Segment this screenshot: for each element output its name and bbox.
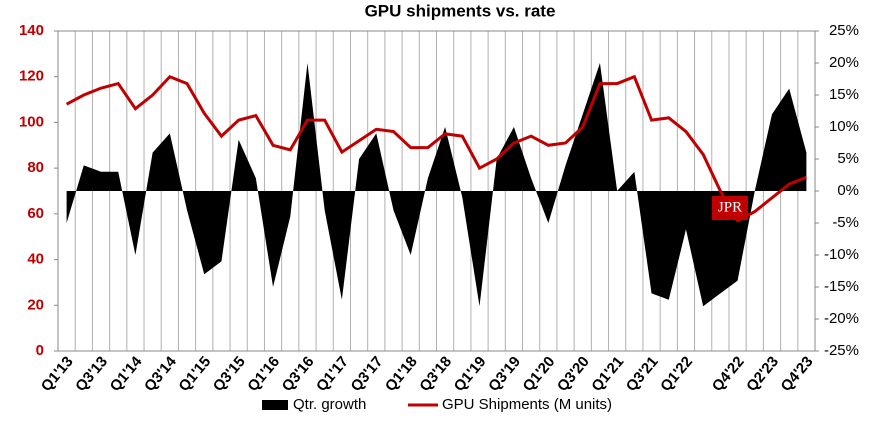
x-tick-label: Q3'21 <box>623 353 662 395</box>
y2-tick-label: 25% <box>829 22 859 39</box>
y2-tick-label: -15% <box>824 278 859 295</box>
x-tick-label: Q1'13 <box>38 353 77 395</box>
y-tick-label: 140 <box>19 22 44 39</box>
x-tick-label: Q3'13 <box>72 353 111 395</box>
x-tick-label: Q1'16 <box>244 353 283 395</box>
y-tick-label: 0 <box>36 342 44 359</box>
logo: JPR <box>718 199 742 215</box>
logo-box <box>712 196 748 220</box>
x-tick-label: Q3'19 <box>485 353 524 395</box>
x-tick-label: Q4'23 <box>778 353 817 395</box>
x-tick-label: Q3'15 <box>210 353 249 395</box>
y-tick-label: 20 <box>27 296 44 313</box>
shipments-line <box>65 74 807 223</box>
y2-tick-label: 20% <box>829 54 859 71</box>
chart-title: GPU shipments vs. rate <box>365 1 556 20</box>
y2-tick-label: -25% <box>824 342 859 359</box>
x-tick-label: Q1'19 <box>451 353 490 395</box>
legend-label: GPU Shipments (M units) <box>442 396 612 413</box>
y2-tick-label: 0% <box>837 182 859 199</box>
y2-tick-label: -20% <box>824 310 859 327</box>
x-tick-label: Q1'22 <box>657 353 696 395</box>
y-tick-label: 60 <box>27 205 44 222</box>
x-tick-label: Q3'18 <box>416 353 455 395</box>
x-tick-label: Q1'17 <box>313 353 352 395</box>
y2-tick-label: 10% <box>829 118 859 135</box>
x-tick-label: Q1'18 <box>382 353 421 395</box>
y2-tick-label: -10% <box>824 246 859 263</box>
x-tick-label: Q3'14 <box>141 353 180 395</box>
x-tick-label: Q1'14 <box>107 353 146 395</box>
x-tick-label: Q2'23 <box>743 353 782 395</box>
x-tick-label: Q3'16 <box>279 353 318 395</box>
x-tick-label: Q1'21 <box>588 353 627 395</box>
x-tick-label: Q1'20 <box>520 353 559 395</box>
y2-tick-label: 15% <box>829 86 859 103</box>
x-tick-label: Q1'15 <box>175 353 214 395</box>
y-tick-label: 40 <box>27 251 44 268</box>
legend-label: Qtr. growth <box>293 396 366 413</box>
x-tick-label: Q3'20 <box>554 353 593 395</box>
y2-tick-label: -5% <box>832 214 859 231</box>
growth-area <box>66 63 807 307</box>
y-tick-label: 120 <box>19 68 44 85</box>
legend-swatch <box>262 400 288 410</box>
x-tick-label: Q4'22 <box>709 353 748 395</box>
y2-tick-label: 5% <box>837 150 859 167</box>
y-tick-label: 100 <box>19 113 44 130</box>
y-tick-label: 80 <box>27 159 44 176</box>
x-tick-label: Q3'17 <box>347 353 386 395</box>
